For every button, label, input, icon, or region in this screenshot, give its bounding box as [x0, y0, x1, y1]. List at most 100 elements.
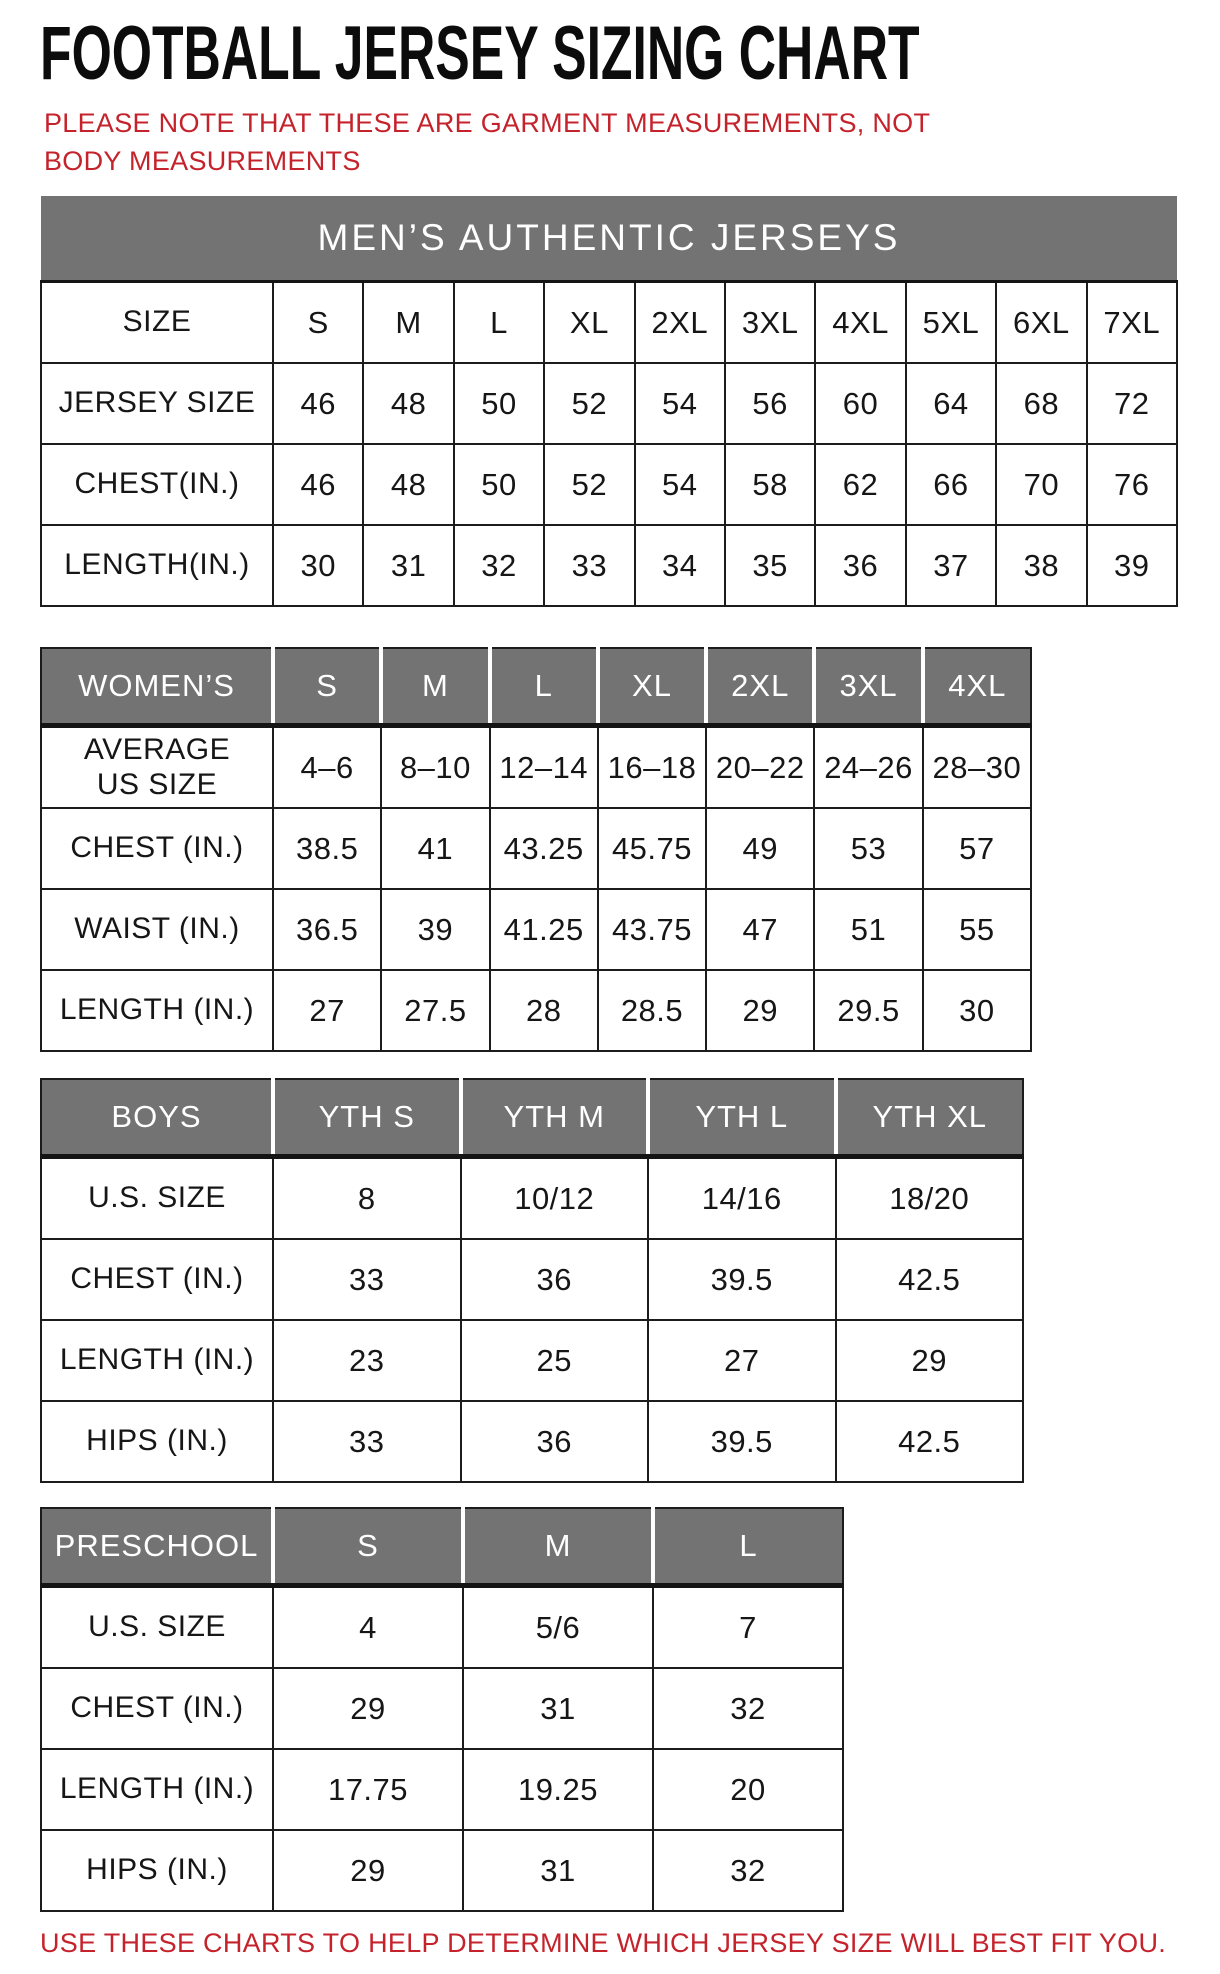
table-cell: 36	[459, 1400, 649, 1483]
table-cell: 37	[904, 524, 998, 607]
row-label: CHEST (IN.)	[40, 1238, 274, 1321]
column-header: YTH S	[271, 1078, 462, 1159]
row-label: HIPS (IN.)	[40, 1400, 274, 1483]
row-label: CHEST(IN.)	[40, 443, 274, 526]
table-cell: 12–14	[488, 724, 599, 809]
table-cell: 43.25	[488, 807, 599, 890]
table-cell: 28	[488, 969, 599, 1052]
row-label: CHEST (IN.)	[40, 807, 274, 890]
table-row: U.S. SIZE 8 10/12 14/16 18/20	[40, 1155, 1024, 1240]
table-cell: 23	[272, 1319, 462, 1402]
table-cell: 4	[272, 1584, 464, 1669]
table-cell: 53	[813, 807, 924, 890]
table-cell: XL	[543, 280, 636, 364]
table-cell: 28–30	[921, 724, 1033, 809]
table-cell: 36	[814, 524, 907, 607]
table-cell: 39.5	[647, 1400, 837, 1483]
table-row: JERSEY SIZE 46 48 50 52 54 56 60 64 68 72	[40, 362, 1179, 445]
table-cell: 55	[921, 888, 1033, 971]
table-row: LENGTH (IN.) 17.75 19.25 20	[40, 1748, 844, 1831]
table-cell: 45.75	[596, 807, 708, 890]
preschool-sizing-table: PRESCHOOL S M L U.S. SIZE 4 5/6 7 CHEST (IN.) 29 3…	[40, 1507, 844, 1912]
table-cell: 47	[705, 888, 816, 971]
table-cell: 60	[814, 362, 907, 445]
table-cell: S	[271, 280, 365, 364]
table-cell: 52	[543, 362, 636, 445]
table-cell: 48	[362, 443, 455, 526]
table-cell: 36.5	[271, 888, 383, 971]
mens-banner: MEN’S AUTHENTIC JERSEYS	[41, 196, 1177, 283]
table-cell: 64	[904, 362, 998, 445]
womens-table-container: WOMEN’S S M L XL 2XL 3XL 4XL AVERAGE US SIZE 4–6 8…	[40, 647, 1220, 1052]
table-row: CHEST (IN.) 38.5 41 43.25 45.75 49 53 57	[40, 807, 1033, 890]
table-cell: 27.5	[380, 969, 491, 1052]
table-cell: 31	[462, 1829, 654, 1912]
table-cell: 41	[380, 807, 491, 890]
table-cell: 5XL	[904, 280, 998, 364]
column-header: S	[271, 1507, 464, 1588]
row-label: SIZE	[40, 280, 274, 364]
boys-sizing-table: BOYS YTH S YTH M YTH L YTH XL U.S. SIZE 8 10/12…	[40, 1078, 1024, 1483]
table-cell: 42.5	[834, 1400, 1024, 1483]
table-cell: 35	[723, 524, 817, 607]
row-label: LENGTH (IN.)	[40, 1748, 274, 1831]
table-cell: 29.5	[813, 969, 924, 1052]
womens-header-label: WOMEN’S	[40, 647, 274, 728]
table-cell: 31	[362, 524, 455, 607]
table-cell: 19.25	[462, 1748, 654, 1831]
garment-measurement-note: PLEASE NOTE THAT THESE ARE GARMENT MEASU…	[44, 108, 930, 176]
table-cell: 72	[1085, 362, 1179, 445]
mens-table-container: MEN’S AUTHENTIC JERSEYS SIZE S M L XL 2XL 3XL 4X…	[40, 196, 1220, 607]
table-cell: 34	[633, 524, 726, 607]
table-cell: 7	[652, 1584, 844, 1669]
table-cell: 32	[652, 1667, 844, 1750]
table-cell: 57	[921, 807, 1033, 890]
table-cell: 32	[452, 524, 546, 607]
table-cell: 14/16	[647, 1155, 837, 1240]
table-cell: 42.5	[834, 1238, 1024, 1321]
table-cell: 16–18	[596, 724, 708, 809]
column-header: YTH M	[458, 1078, 649, 1159]
column-header: S	[270, 647, 383, 728]
table-cell: 24–26	[813, 724, 924, 809]
table-cell: 4XL	[814, 280, 907, 364]
table-cell: 38	[995, 524, 1088, 607]
table-row: CHEST (IN.) 29 31 32	[40, 1667, 844, 1750]
column-header: 2XL	[704, 647, 816, 728]
table-cell: 49	[705, 807, 816, 890]
table-cell: 8–10	[380, 724, 491, 809]
table-cell: 27	[271, 969, 383, 1052]
boys-header-row: BOYS YTH S YTH M YTH L YTH XL	[40, 1078, 1024, 1159]
preschool-header-row: PRESCHOOL S M L	[40, 1507, 844, 1588]
table-cell: L	[452, 280, 546, 364]
column-header: 4XL	[920, 647, 1033, 728]
row-label: HIPS (IN.)	[40, 1829, 274, 1912]
preschool-table-container: PRESCHOOL S M L U.S. SIZE 4 5/6 7 CHEST (IN.) 29 3…	[40, 1507, 1220, 1912]
row-label: LENGTH (IN.)	[40, 969, 274, 1052]
row-label: U.S. SIZE	[40, 1155, 274, 1240]
table-cell: 52	[543, 443, 636, 526]
table-cell: 3XL	[723, 280, 817, 364]
table-cell: 29	[834, 1319, 1024, 1402]
table-row: CHEST(IN.) 46 48 50 52 54 58 62 66 70 76	[40, 443, 1179, 526]
table-row: LENGTH (IN.) 27 27.5 28 28.5 29 29.5 30	[40, 969, 1033, 1052]
table-cell: 25	[459, 1319, 649, 1402]
table-cell: 38.5	[271, 807, 383, 890]
table-cell: 46	[271, 443, 365, 526]
table-cell: 33	[272, 1400, 462, 1483]
table-cell: 28.5	[596, 969, 708, 1052]
row-label: WAIST (IN.)	[40, 888, 274, 971]
table-row: HIPS (IN.) 29 31 32	[40, 1829, 844, 1912]
row-label: LENGTH(IN.)	[40, 524, 274, 607]
table-cell: 70	[995, 443, 1088, 526]
table-cell: 50	[452, 362, 546, 445]
table-row: LENGTH (IN.) 23 25 27 29	[40, 1319, 1024, 1402]
table-cell: 2XL	[633, 280, 726, 364]
table-cell: 18/20	[834, 1155, 1024, 1240]
column-header: M	[461, 1507, 654, 1588]
row-label: AVERAGE US SIZE	[40, 724, 274, 809]
table-cell: 20	[652, 1748, 844, 1831]
column-header: YTH XL	[833, 1078, 1024, 1159]
preschool-header-label: PRESCHOOL	[40, 1507, 274, 1588]
